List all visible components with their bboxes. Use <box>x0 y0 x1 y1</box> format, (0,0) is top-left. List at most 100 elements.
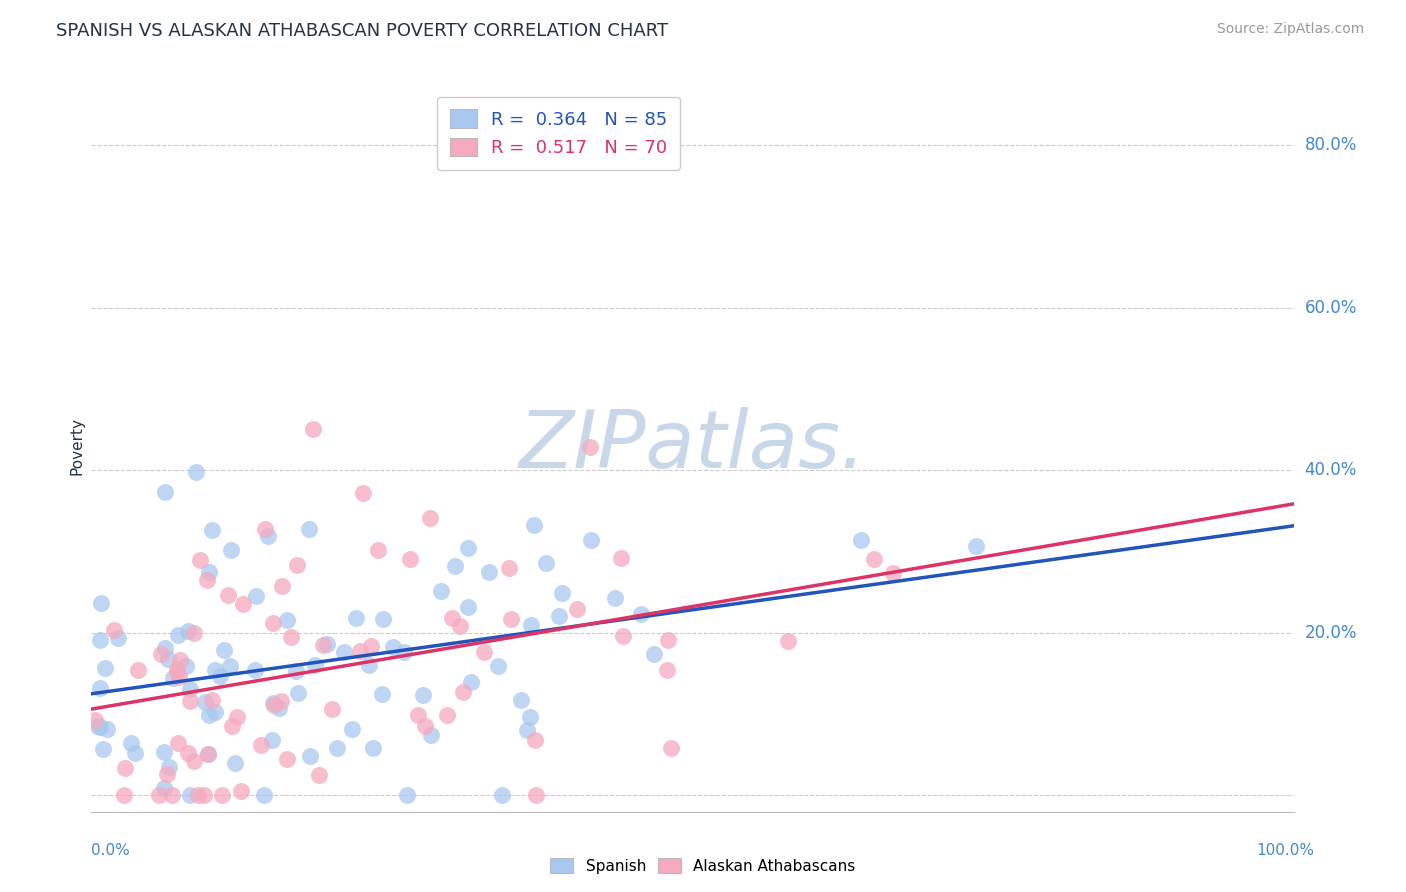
Point <box>218 658 240 673</box>
Point <box>174 659 197 673</box>
Point <box>382 640 405 654</box>
Point <box>96 722 118 736</box>
Point <box>197 747 219 761</box>
Point <box>260 733 283 747</box>
Point <box>201 524 224 538</box>
Point <box>187 789 209 803</box>
Point <box>167 670 190 684</box>
Point <box>509 693 531 707</box>
Point <box>519 710 541 724</box>
Point <box>430 584 453 599</box>
Point <box>491 789 513 803</box>
Point <box>162 671 184 685</box>
Point <box>578 441 600 455</box>
Point <box>360 639 382 653</box>
Point <box>201 692 224 706</box>
Point <box>224 756 246 771</box>
Point <box>449 619 471 633</box>
Text: 80.0%: 80.0% <box>1305 136 1357 154</box>
Text: SPANISH VS ALASKAN ATHABASCAN POVERTY CORRELATION CHART: SPANISH VS ALASKAN ATHABASCAN POVERTY CO… <box>56 22 668 40</box>
Point <box>643 648 665 662</box>
Point <box>83 714 105 728</box>
Point <box>156 652 179 666</box>
Point <box>256 529 278 543</box>
Point <box>245 589 267 603</box>
Point <box>548 608 571 623</box>
Point <box>179 694 201 708</box>
Text: 20.0%: 20.0% <box>1305 624 1357 642</box>
Point <box>419 511 441 525</box>
Point <box>124 746 146 760</box>
Point <box>157 760 180 774</box>
Point <box>253 789 276 803</box>
Point <box>460 675 482 690</box>
Point <box>211 789 233 803</box>
Point <box>419 728 441 742</box>
Point <box>229 784 252 798</box>
Point <box>603 591 626 605</box>
Point <box>89 720 111 734</box>
Text: ZIPatlas.: ZIPatlas. <box>519 407 866 485</box>
Point <box>280 630 302 644</box>
Point <box>262 696 284 710</box>
Point <box>287 686 309 700</box>
Point <box>371 612 394 626</box>
Point <box>226 710 249 724</box>
Point <box>612 629 634 643</box>
Point <box>231 597 253 611</box>
Point <box>298 523 321 537</box>
Point <box>177 624 200 638</box>
Legend: R =  0.364   N = 85, R =  0.517   N = 70: R = 0.364 N = 85, R = 0.517 N = 70 <box>437 96 681 169</box>
Point <box>153 745 176 759</box>
Point <box>498 560 520 574</box>
Point <box>149 647 172 661</box>
Point <box>166 662 188 676</box>
Point <box>367 543 389 558</box>
Point <box>120 735 142 749</box>
Point <box>472 645 495 659</box>
Point <box>166 665 188 679</box>
Point <box>197 565 219 579</box>
Point <box>523 732 546 747</box>
Point <box>352 486 374 500</box>
Point <box>776 633 799 648</box>
Point <box>453 685 475 699</box>
Point <box>359 657 381 672</box>
Point <box>262 615 284 630</box>
Point <box>193 789 215 803</box>
Point <box>285 664 308 678</box>
Point <box>87 718 110 732</box>
Point <box>197 747 219 762</box>
Point <box>862 552 884 566</box>
Point <box>204 663 226 677</box>
Point <box>344 610 367 624</box>
Point <box>657 632 679 647</box>
Point <box>153 781 176 796</box>
Point <box>534 557 557 571</box>
Point <box>478 565 501 579</box>
Point <box>103 624 125 638</box>
Point <box>219 542 242 557</box>
Point <box>308 768 330 782</box>
Point <box>395 789 418 803</box>
Point <box>250 738 273 752</box>
Point <box>214 642 236 657</box>
Point <box>524 789 547 803</box>
Point <box>179 681 201 696</box>
Point <box>94 661 117 675</box>
Point <box>440 611 463 625</box>
Text: 40.0%: 40.0% <box>1305 461 1357 479</box>
Point <box>412 688 434 702</box>
Point <box>486 659 509 673</box>
Point <box>299 748 322 763</box>
Point <box>499 612 522 626</box>
Point <box>457 600 479 615</box>
Point <box>579 533 602 548</box>
Point <box>179 789 201 803</box>
Point <box>392 645 415 659</box>
Point <box>565 602 588 616</box>
Point <box>882 566 904 581</box>
Point <box>221 718 243 732</box>
Point <box>263 698 285 713</box>
Point <box>610 551 633 566</box>
